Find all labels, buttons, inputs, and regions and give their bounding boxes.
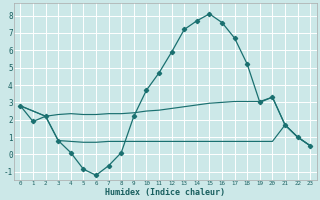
X-axis label: Humidex (Indice chaleur): Humidex (Indice chaleur) [105, 188, 225, 197]
